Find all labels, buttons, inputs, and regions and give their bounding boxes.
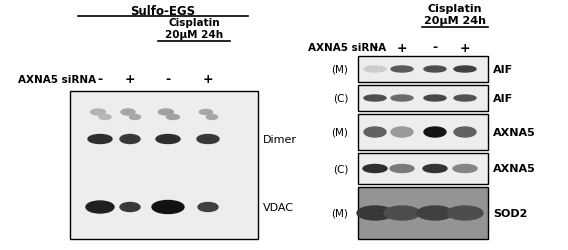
Bar	[70, 92, 258, 239]
Ellipse shape	[384, 206, 420, 220]
Text: AXNA5 siRNA: AXNA5 siRNA	[308, 43, 386, 53]
Text: +: +	[460, 41, 470, 54]
Ellipse shape	[120, 135, 140, 144]
Bar	[358, 187, 488, 239]
Ellipse shape	[198, 203, 218, 212]
Text: AXNA5 siRNA: AXNA5 siRNA	[18, 75, 96, 85]
Text: AXNA5: AXNA5	[493, 128, 536, 138]
Ellipse shape	[447, 206, 483, 220]
Bar	[358, 86, 488, 112]
Text: (C): (C)	[333, 94, 348, 104]
Text: -: -	[432, 41, 437, 54]
Ellipse shape	[120, 203, 140, 212]
Text: AIF: AIF	[493, 65, 513, 75]
Text: Dimer: Dimer	[263, 134, 297, 144]
Text: -: -	[98, 73, 103, 86]
Bar	[358, 154, 488, 184]
Text: (M): (M)	[331, 208, 348, 218]
Ellipse shape	[130, 115, 140, 120]
Text: (M): (M)	[331, 65, 348, 75]
Bar	[358, 57, 488, 83]
Bar	[358, 114, 488, 150]
Ellipse shape	[424, 67, 446, 73]
Ellipse shape	[391, 67, 413, 73]
Text: -: -	[373, 41, 378, 54]
Ellipse shape	[453, 165, 477, 173]
Text: (M): (M)	[331, 128, 348, 138]
Ellipse shape	[156, 135, 180, 144]
Text: VDAC: VDAC	[263, 202, 294, 212]
Ellipse shape	[390, 165, 414, 173]
Ellipse shape	[99, 115, 111, 120]
Ellipse shape	[454, 67, 476, 73]
Ellipse shape	[391, 96, 413, 102]
Ellipse shape	[158, 110, 173, 116]
Ellipse shape	[454, 96, 476, 102]
Text: Cisplatin
20μM 24h: Cisplatin 20μM 24h	[165, 18, 223, 40]
Ellipse shape	[364, 67, 386, 73]
Ellipse shape	[88, 135, 112, 144]
Ellipse shape	[391, 128, 413, 138]
Ellipse shape	[199, 110, 212, 115]
Text: +: +	[203, 73, 214, 86]
Ellipse shape	[166, 115, 179, 120]
Ellipse shape	[90, 110, 106, 116]
Ellipse shape	[207, 115, 218, 120]
Ellipse shape	[424, 128, 446, 138]
Text: SOD2: SOD2	[493, 208, 527, 218]
Ellipse shape	[423, 165, 447, 173]
Text: AIF: AIF	[493, 94, 513, 104]
Text: -: -	[165, 73, 170, 86]
Ellipse shape	[417, 206, 453, 220]
Text: +: +	[125, 73, 135, 86]
Ellipse shape	[454, 128, 476, 138]
Ellipse shape	[424, 96, 446, 102]
Text: (C): (C)	[333, 164, 348, 174]
Text: +: +	[396, 41, 407, 54]
Ellipse shape	[363, 165, 387, 173]
Ellipse shape	[86, 201, 114, 213]
Ellipse shape	[152, 201, 184, 214]
Ellipse shape	[121, 110, 135, 116]
Ellipse shape	[357, 206, 393, 220]
Ellipse shape	[197, 135, 219, 144]
Text: AXNA5: AXNA5	[493, 164, 536, 174]
Ellipse shape	[364, 128, 386, 138]
Ellipse shape	[364, 96, 386, 102]
Text: Sulfo-EGS: Sulfo-EGS	[131, 5, 195, 18]
Text: Cisplatin
20μM 24h: Cisplatin 20μM 24h	[424, 4, 486, 26]
